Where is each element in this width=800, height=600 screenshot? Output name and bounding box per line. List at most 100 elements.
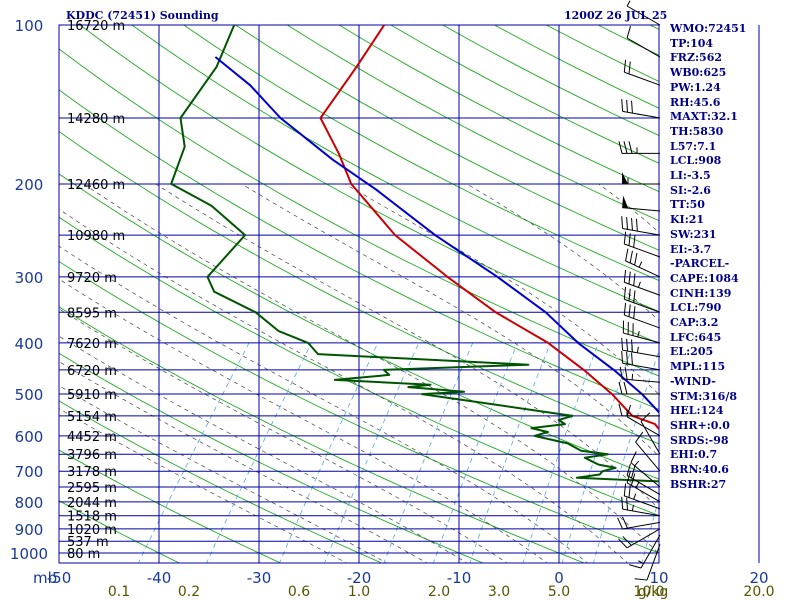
stat-line: EI:-3.7 <box>670 242 712 256</box>
mixing-ratio-label: 20.0 <box>743 584 774 600</box>
wind-barb-feather <box>621 337 624 351</box>
dry-adiabat <box>59 173 659 480</box>
stat-line: CAPE:1084 <box>670 271 739 285</box>
dry-adiabat <box>183 25 659 282</box>
stat-line: STM:316/8 <box>670 389 737 403</box>
stat-line: LFC:645 <box>670 330 722 344</box>
dewpoint-profile-line <box>170 25 659 483</box>
wind-barb <box>626 0 661 26</box>
pressure-tick-label: 900 <box>15 521 44 539</box>
wind-barb-feather <box>626 26 631 39</box>
wind-barb-feather <box>640 412 651 422</box>
height-label: 16720 m <box>67 19 125 34</box>
wind-barb-feather <box>634 252 638 266</box>
pressure-tick-label: 300 <box>15 269 44 287</box>
wind-barb-feather <box>623 141 628 154</box>
wind-barb <box>626 463 661 495</box>
wind-barb-staff <box>626 5 661 26</box>
mixing-ratio-label: 10.0 <box>633 584 664 600</box>
wind-barb-feather <box>631 217 633 231</box>
wind-barb-staff <box>626 528 661 549</box>
wind-barb-half-feather <box>637 331 640 338</box>
height-label: 537 m <box>67 535 109 550</box>
wind-barb-feather <box>629 250 633 264</box>
wind-barb-half-feather <box>635 482 640 489</box>
wind-barb-feather <box>623 483 627 496</box>
wind-barb-feather <box>623 269 627 283</box>
stat-line: RH:45.6 <box>670 95 721 109</box>
wind-barb <box>621 337 661 358</box>
stat-line: SI:-2.6 <box>670 183 711 197</box>
moist-adiabat <box>59 278 548 563</box>
height-label: 8595 m <box>67 306 117 321</box>
wind-barb <box>617 516 661 530</box>
wind-barb-feather <box>628 141 633 154</box>
wind-barb <box>622 171 660 185</box>
pressure-tick-label: 500 <box>15 386 44 404</box>
wind-barb-feather <box>621 216 624 229</box>
mixing-ratio-line <box>206 342 312 563</box>
wind-barb <box>635 431 661 472</box>
height-label: 80 m <box>67 547 100 562</box>
temperature-tick-label: 10 <box>649 569 668 587</box>
wind-barb-feather <box>618 141 623 154</box>
wind-barb-staff <box>626 475 661 495</box>
wind-barb <box>621 350 661 371</box>
wind-barb-staff <box>624 281 661 296</box>
wind-barb <box>621 496 661 517</box>
wind-barb <box>623 59 661 86</box>
wind-barb <box>618 381 660 395</box>
stat-line: LCL:790 <box>670 301 722 315</box>
wind-barb-half-feather <box>631 373 634 380</box>
mixing-ratio-line <box>522 342 599 563</box>
temperature-profile-line <box>319 25 659 431</box>
wind-barb-feather <box>630 466 636 479</box>
wind-barb <box>626 26 661 58</box>
mixing-ratio-label: 0.6 <box>288 584 310 600</box>
pressure-tick-label: 600 <box>15 428 44 446</box>
sounding-profiles <box>170 25 659 483</box>
wind-barb-feather <box>623 231 627 245</box>
pressure-tick-label: 700 <box>15 463 44 481</box>
height-label: 1518 m <box>67 510 117 525</box>
wind-barb-half-feather <box>631 504 634 511</box>
dry-adiabat <box>59 48 659 377</box>
wind-barb <box>623 231 661 258</box>
moist-adiabat <box>344 183 659 395</box>
stat-line: SHR+:0.0 <box>670 418 730 432</box>
wind-barb <box>626 404 661 437</box>
dry-adiabat <box>79 25 659 344</box>
height-label: 12460 m <box>67 178 125 193</box>
wind-barb-feather <box>633 290 636 303</box>
wind-barb-feather <box>626 497 629 511</box>
wind-barb-feather <box>622 536 632 546</box>
stat-line: LCL:908 <box>670 154 722 168</box>
wind-barb-feather <box>623 381 628 395</box>
wind-barb-staff <box>624 495 661 510</box>
wind-barb-half-feather <box>638 261 643 268</box>
dry-adiabat <box>59 449 282 563</box>
height-label: 9720 m <box>67 271 117 286</box>
wind-barb-staff <box>624 243 661 258</box>
temperature-tick-label: -10 <box>447 569 472 587</box>
temperature-tick-label: -30 <box>247 569 272 587</box>
dry-adiabat <box>131 25 659 313</box>
height-label: 5910 m <box>67 388 117 403</box>
wind-barb-feather <box>623 302 627 316</box>
moist-adiabat <box>59 308 508 563</box>
stat-line: KI:21 <box>670 213 705 227</box>
dry-adiabat <box>753 25 800 564</box>
stat-line: PW:1.24 <box>670 80 721 94</box>
wind-barb-half-feather <box>633 493 637 500</box>
wind-barb-feather <box>621 496 624 510</box>
height-label: 3796 m <box>67 448 117 463</box>
wind-barb-feather <box>626 351 629 365</box>
height-label: 1020 m <box>67 523 117 538</box>
wind-barb-feather <box>633 235 636 248</box>
wind-barb-feather <box>625 248 629 261</box>
wind-barb-staff <box>623 332 661 344</box>
stat-line: WMO:72451 <box>670 22 747 35</box>
wind-barb-feather <box>633 306 636 319</box>
height-label: 6720 m <box>67 364 117 379</box>
